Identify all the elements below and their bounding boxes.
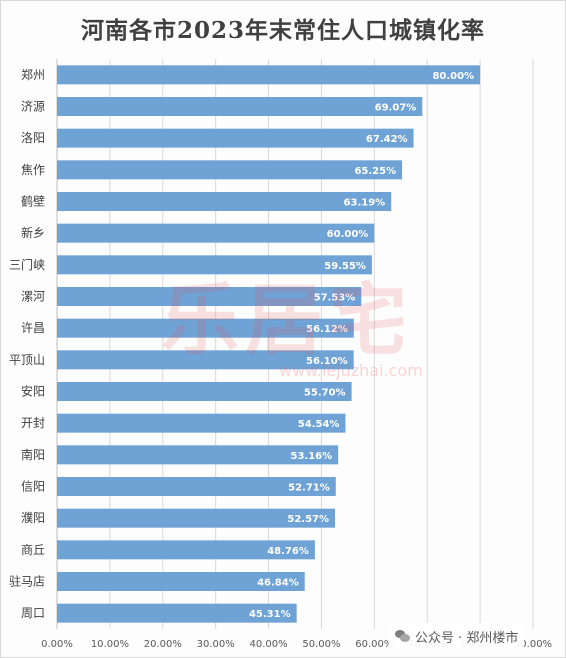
footer-text: 公众号 · 郑州楼市 bbox=[415, 630, 519, 646]
category-label: 周口 bbox=[21, 606, 45, 620]
category-label: 信阳 bbox=[21, 480, 45, 494]
bar bbox=[57, 160, 403, 180]
data-label: 45.31% bbox=[249, 609, 291, 620]
x-tick-label: 50.00% bbox=[302, 639, 340, 650]
bar bbox=[57, 572, 305, 591]
x-tick-label: 40.00% bbox=[249, 639, 287, 650]
bar bbox=[57, 445, 339, 465]
data-label: 69.07% bbox=[375, 103, 417, 114]
bar bbox=[57, 508, 336, 528]
data-label: 54.54% bbox=[298, 419, 340, 430]
bar bbox=[57, 413, 346, 433]
bar bbox=[57, 603, 297, 623]
data-label: 48.76% bbox=[267, 546, 309, 557]
category-label: 济源 bbox=[21, 99, 45, 114]
data-label: 57.53% bbox=[314, 293, 356, 304]
data-label: 59.55% bbox=[324, 261, 366, 272]
category-label: 鹤壁 bbox=[21, 194, 45, 209]
bar bbox=[57, 477, 336, 496]
bar bbox=[57, 192, 392, 211]
category-label: 濮阳 bbox=[21, 510, 45, 525]
category-label: 焦作 bbox=[21, 163, 45, 177]
data-label: 52.71% bbox=[288, 483, 330, 494]
data-label: 65.25% bbox=[354, 166, 396, 177]
footer-badge: 公众号 · 郑州楼市 bbox=[389, 623, 525, 649]
bar bbox=[57, 540, 315, 560]
category-label: 三门峡 bbox=[9, 257, 45, 272]
category-label: 洛阳 bbox=[21, 130, 45, 145]
data-label: 55.70% bbox=[304, 388, 346, 399]
data-label: 46.84% bbox=[257, 578, 299, 589]
bar bbox=[57, 382, 352, 401]
category-label: 商丘 bbox=[21, 542, 45, 557]
category-label: 许昌 bbox=[21, 321, 45, 335]
category-label: 郑州 bbox=[21, 67, 45, 82]
data-label: 63.19% bbox=[344, 198, 386, 209]
data-label: 80.00% bbox=[432, 71, 474, 82]
x-tick-label: 0.00% bbox=[41, 639, 73, 650]
category-label: 开封 bbox=[21, 416, 45, 430]
data-label: 52.57% bbox=[287, 514, 329, 525]
bar bbox=[57, 318, 354, 338]
category-label: 驻马店 bbox=[9, 574, 45, 589]
x-tick-label: 20.00% bbox=[144, 639, 182, 650]
data-label: 56.10% bbox=[306, 356, 348, 367]
data-label: 60.00% bbox=[327, 229, 369, 240]
x-tick-label: 90.00% bbox=[514, 639, 552, 650]
x-tick-label: 60.00% bbox=[355, 639, 393, 650]
bar bbox=[57, 128, 414, 148]
bar bbox=[57, 223, 375, 243]
bar bbox=[57, 65, 481, 85]
category-label: 安阳 bbox=[21, 384, 45, 399]
data-label: 56.12% bbox=[306, 324, 348, 335]
category-label: 漯河 bbox=[21, 290, 45, 304]
bar bbox=[57, 287, 362, 306]
data-label: 53.16% bbox=[291, 451, 333, 462]
wechat-icon bbox=[395, 629, 411, 643]
x-tick-label: 30.00% bbox=[197, 639, 235, 650]
data-label: 67.42% bbox=[366, 134, 408, 145]
bar bbox=[57, 97, 423, 116]
category-label: 新乡 bbox=[21, 225, 45, 240]
x-tick-label: 10.00% bbox=[91, 639, 129, 650]
category-label: 平顶山 bbox=[9, 353, 45, 367]
bar bbox=[57, 255, 372, 275]
bar bbox=[57, 350, 354, 370]
chart-title: 河南各市2023年末常住人口城镇化率 bbox=[80, 17, 485, 44]
category-label: 南阳 bbox=[21, 447, 45, 462]
